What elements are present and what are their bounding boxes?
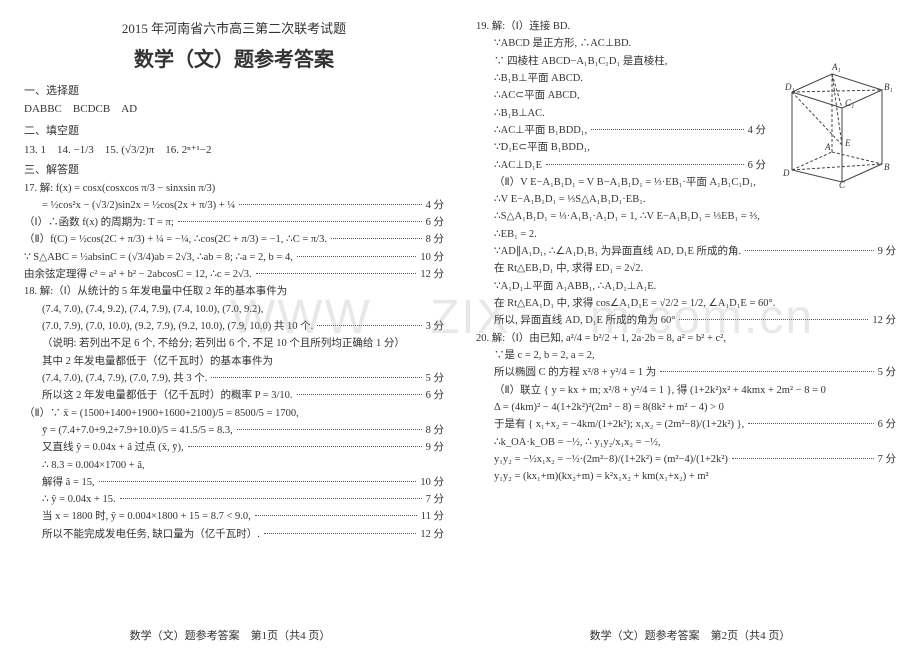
q19-p12: ∴EB₁ = 2. — [476, 226, 896, 243]
q19-p14: 在 Rt△EB₁D₁ 中, 求得 ED₁ = 2√2. — [476, 260, 896, 277]
q19-head: 19. 解:（Ⅰ）连接 BD. — [476, 18, 896, 35]
section-solve: 三、解答题 — [24, 161, 444, 177]
answer-title: 数学（文）题参考答案 — [24, 43, 444, 72]
exam-title: 2015 年河南省六市高三第二次联考试题 — [24, 18, 444, 37]
q18-p5: (7.4, 7.0), (7.4, 7.9), (7.0, 7.9), 共 3 … — [24, 370, 444, 387]
q17-s1-score: 4 分 — [426, 197, 444, 214]
q18-p11: 解得 â = 15,10 分 — [24, 474, 444, 491]
q18-p3: （说明: 若列出不足 6 个, 不给分; 若列出 6 个, 不足 10 个且所列… — [24, 335, 444, 352]
svg-text:E: E — [844, 138, 851, 148]
svg-text:C₁: C₁ — [845, 98, 854, 108]
q20-p7: y₁y₂ = −½x₁x₂ = −½·(2m²−8)/(1+2k²) = (m²… — [476, 451, 896, 468]
q18-head: 18. 解:（Ⅰ）从统计的 5 年发电量中任取 2 年的基本事件为 — [24, 283, 444, 300]
q17-s3: （Ⅱ）f(C) = ½cos(2C + π/3) + ¼ = −¼, ∴cos(… — [24, 231, 444, 248]
q18-p14: 所以不能完成发电任务, 缺口量为（亿千瓦时）.12 分 — [24, 526, 444, 543]
svg-text:B₁: B₁ — [884, 82, 892, 92]
footer-right: 数学（文）题参考答案 第2页（共4 页） — [460, 627, 920, 643]
q18-p12: ∴ ŷ = 0.04x + 15.7 分 — [24, 491, 444, 508]
svg-text:D₁: D₁ — [784, 82, 795, 92]
q17-s1-text: = ½cos²x − (√3/2)sin2x = ½cos(2x + π/3) … — [42, 197, 235, 214]
right-column: D₁ A₁ B₁ C₁ D A B C E 19. 解:（Ⅰ）连接 BD. ∵ABCD 是正… — [460, 0, 920, 651]
svg-text:B: B — [884, 162, 890, 172]
q20-p3: （Ⅱ）联立 { y = kx + m; x²/8 + y²/4 = 1 }, 得… — [476, 382, 896, 399]
svg-text:A: A — [824, 142, 831, 152]
q19-p13: ∵AD∥A₁D₁, ∴∠A₁D₁B₁ 为异面直线 AD, D₁E 所成的角.9 … — [476, 243, 896, 260]
q17-s1: = ½cos²x − (√3/2)sin2x = ½cos(2x + π/3) … — [24, 197, 444, 214]
q20-p1: ∵是 c = 2, b = 2, a = 2, — [476, 347, 896, 364]
q18-p7: （Ⅱ）∵ x̄ = (1500+1400+1900+1600+2100)/5 =… — [24, 405, 444, 422]
q17-s2: （Ⅰ）∴函数 f(x) 的周期为: T = π;6 分 — [24, 214, 444, 231]
footer-left: 数学（文）题参考答案 第1页（共4 页） — [0, 627, 460, 643]
q19-p11: ∴S△A₁B₁D₁ = ⅓·A₁B₁·A₁D₁ = 1, ∴V E−A₁B₁D₁… — [476, 208, 896, 225]
q19-p15: ∵A₁D₁⊥平面 A₁ABB₁, ∴A₁D₁⊥A₁E. — [476, 278, 896, 295]
q18-p2: (7.0, 7.9), (7.0, 10.0), (9.2, 7.9), (9.… — [24, 318, 444, 335]
q18-p6: 所以这 2 年发电量都低于（亿千瓦时）的概率 P = 3/10.6 分 — [24, 387, 444, 404]
q19-p17: 所以, 异面直线 AD, D₁E 所成的角为 60°12 分 — [476, 312, 896, 329]
q19-p8: ∴AC⊥D₁E6 分 — [476, 157, 766, 174]
q19-p10: ∴V E−A₁B₁D₁ = ⅓S△A₁B₁D₁·EB₁. — [476, 191, 896, 208]
q18-p8: ȳ = (7.4+7.0+9.2+7.9+10.0)/5 = 41.5/5 = … — [24, 422, 444, 439]
section-choice: 一、选择题 — [24, 82, 444, 98]
q17-head: 17. 解: f(x) = cosx(cosxcos π/3 − sinxsin… — [24, 180, 444, 197]
q18-p13: 当 x = 1800 时, ŷ = 0.004×1800 + 15 = 8.7 … — [24, 508, 444, 525]
q20-head: 20. 解:（Ⅰ）由已知, a²/4 = b²/2 + 1, 2a·2b = 8… — [476, 330, 896, 347]
q19-p16: 在 Rt△EA₁D₁ 中, 求得 cos∠A₁D₁E = √2/2 = 1/2,… — [476, 295, 896, 312]
section-fill: 二、填空题 — [24, 122, 444, 138]
svg-text:D: D — [782, 168, 790, 178]
choice-answers: DABBC BCDCB AD — [24, 101, 444, 118]
q20-p8: y₁y₂ = (kx₁+m)(kx₂+m) = k²x₁x₂ + km(x₁+x… — [476, 468, 896, 485]
q20-p5: 于是有 { x₁+x₂ = −4km/(1+2k²); x₁x₂ = (2m²−… — [476, 416, 896, 433]
q20-p4: Δ = (4km)² − 4(1+2k²)²(2m² − 8) = 8(8k² … — [476, 399, 896, 416]
q18-p10: ∴ 8.3 = 0.004×1700 + â, — [24, 457, 444, 474]
q20-p6: ∴k_OA·k_OB = −½, ∴ y₁y₂/x₁x₂ = −½, — [476, 434, 896, 451]
q18-p4: 其中 2 年发电量都低于（亿千瓦时）的基本事件为 — [24, 353, 444, 370]
cube-diagram: D₁ A₁ B₁ C₁ D A B C E — [777, 60, 892, 190]
q20-p2: 所以椭圆 C 的方程 x²/8 + y²/4 = 1 为5 分 — [476, 364, 896, 381]
svg-text:A₁: A₁ — [831, 62, 841, 72]
fill-answers: 13. 1 14. −1/3 15. (√3/2)π 16. 2ⁿ⁺¹−2 — [24, 141, 444, 157]
q18-p1: (7.4, 7.0), (7.4, 9.2), (7.4, 7.9), (7.4… — [24, 301, 444, 318]
svg-text:C: C — [839, 180, 846, 190]
dots — [239, 204, 421, 205]
q18-p9: 又直线 ŷ = 0.04x + â 过点 (x̄, ȳ),9 分 — [24, 439, 444, 456]
q17-s5: 由余弦定理得 c² = a² + b² − 2abcosC = 12, ∴c =… — [24, 266, 444, 283]
q17-s4: ∵ S△ABC = ½absinC = (√3/4)ab = 2√3, ∴ab … — [24, 249, 444, 266]
q19-p6: ∴AC⊥平面 B₁BDD₁,4 分 — [476, 122, 766, 139]
q19-p1: ∵ABCD 是正方形, ∴AC⊥BD. — [476, 35, 896, 52]
left-column: 2015 年河南省六市高三第二次联考试题 数学（文）题参考答案 一、选择题 DA… — [0, 0, 460, 651]
